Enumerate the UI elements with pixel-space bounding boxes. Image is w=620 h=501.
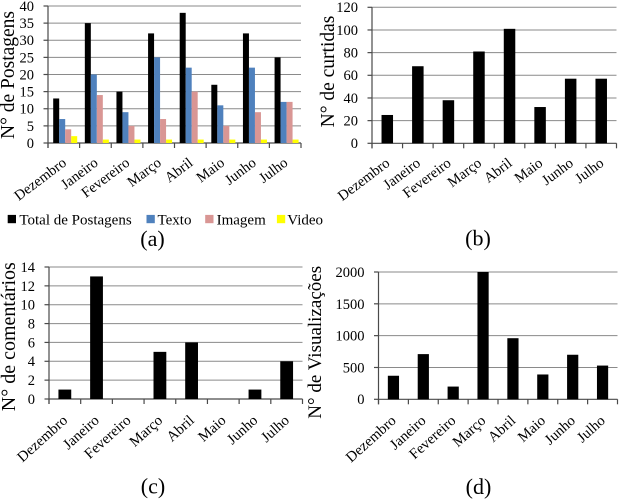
- svg-text:0: 0: [28, 392, 35, 408]
- svg-text:0: 0: [27, 136, 34, 152]
- svg-text:(c): (c): [141, 474, 165, 499]
- svg-text:80: 80: [344, 46, 359, 62]
- svg-text:8: 8: [28, 317, 35, 333]
- svg-text:100: 100: [336, 23, 358, 39]
- svg-text:0: 0: [357, 392, 364, 408]
- svg-text:Texto: Texto: [158, 212, 192, 228]
- svg-text:40: 40: [20, 0, 35, 15]
- svg-text:10: 10: [20, 102, 35, 118]
- svg-text:30: 30: [20, 33, 35, 49]
- svg-text:20: 20: [20, 67, 35, 83]
- svg-text:5: 5: [27, 119, 34, 135]
- svg-text:1500: 1500: [336, 297, 365, 313]
- svg-text:25: 25: [20, 50, 35, 66]
- svg-text:2: 2: [28, 373, 35, 389]
- svg-text:6: 6: [28, 335, 35, 351]
- svg-text:20: 20: [344, 114, 359, 130]
- svg-text:35: 35: [20, 16, 35, 32]
- svg-text:(a): (a): [140, 226, 164, 251]
- svg-text:14: 14: [21, 260, 36, 276]
- svg-text:N° de Visualizações: N° de Visualizações: [305, 266, 326, 419]
- svg-text:10: 10: [21, 298, 36, 314]
- svg-text:Total de Postagens: Total de Postagens: [19, 212, 131, 228]
- svg-text:(b): (b): [465, 226, 491, 251]
- svg-text:N° de comentários: N° de comentários: [0, 262, 20, 411]
- svg-text:Imagem: Imagem: [217, 212, 266, 228]
- svg-text:(d): (d): [466, 474, 492, 499]
- svg-text:1000: 1000: [336, 329, 365, 345]
- svg-text:40: 40: [344, 91, 359, 107]
- svg-text:12: 12: [21, 279, 36, 295]
- svg-text:15: 15: [20, 85, 35, 101]
- svg-text:500: 500: [343, 360, 365, 376]
- svg-text:60: 60: [344, 68, 359, 84]
- svg-text:4: 4: [28, 354, 36, 370]
- svg-text:N° de Postagens: N° de Postagens: [0, 11, 19, 139]
- svg-text:0: 0: [351, 136, 358, 152]
- svg-text:2000: 2000: [336, 265, 365, 281]
- svg-text:N° de curtidas: N° de curtidas: [318, 16, 339, 128]
- svg-text:120: 120: [336, 0, 358, 16]
- svg-text:Video: Video: [287, 212, 323, 228]
